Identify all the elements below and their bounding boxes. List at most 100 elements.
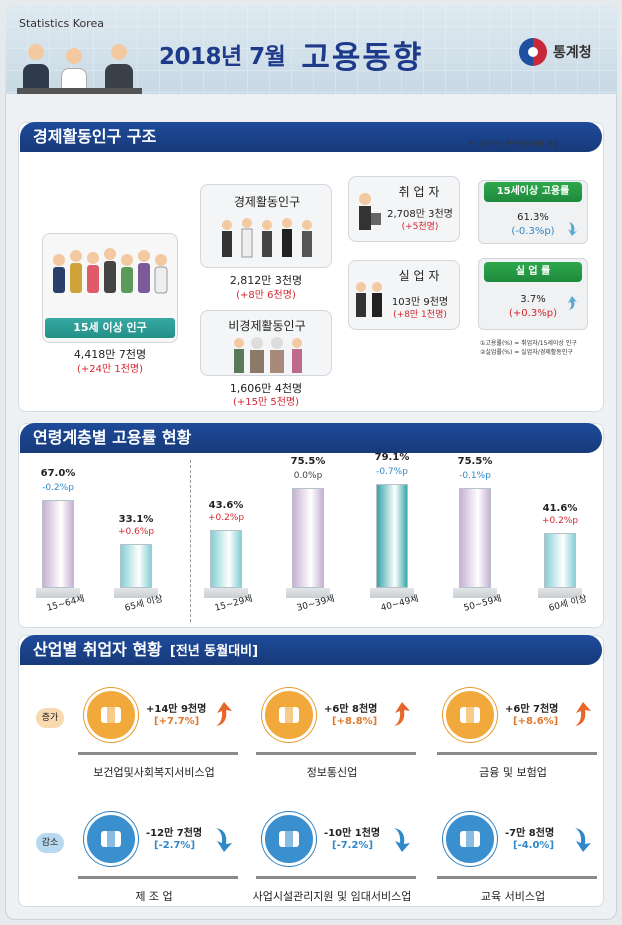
bar-base-7 — [538, 588, 582, 598]
brand-label: Statistics Korea — [19, 17, 104, 30]
legend-employment-rate: ①고용률(%) = 취업자/15세이상 인구 — [480, 340, 577, 347]
employed-label: 취 업 자 — [398, 185, 440, 199]
bar-7 — [544, 533, 576, 588]
header-banner: Statistics Korea 2018년 7월 고용동향 통계청 — [5, 4, 617, 94]
bar-4 — [292, 488, 324, 588]
unemployment-rate-change: (+0.3%p) — [509, 308, 557, 319]
industry-underline — [78, 752, 238, 755]
office-worker-icon — [359, 193, 381, 230]
inactive-box: 비경제활동인구 — [200, 310, 332, 376]
industry-change-value: -7만 8천명 — [505, 828, 555, 839]
industry-name: 제 조 업 — [135, 890, 173, 903]
healthcare-icon — [84, 688, 138, 742]
bar-change-label-6: -0.1%p — [459, 471, 491, 482]
employment-rate-label: 15세이상 고용률 — [484, 182, 582, 202]
industry-name: 사업시설관리지원 및 임대서비스업 — [252, 890, 412, 903]
mouse-icon — [262, 688, 316, 742]
legend-unemployment-rate: ②실업률(%) = 실업자/경제활동인구 — [480, 349, 573, 356]
industry-change-value: -10만 1천명 — [324, 828, 381, 839]
active-box: 경제활동인구 — [200, 184, 332, 268]
bar-base-4 — [286, 588, 330, 598]
bar-value-label-1: 67.0% — [40, 467, 76, 479]
industry-name: 보건업및사회복지서비스업 — [93, 766, 215, 779]
unemployment-rate-label: 실 업 률 — [484, 262, 582, 282]
pop15-box: 15세 이상 인구 — [42, 233, 178, 343]
inactive-label: 비경제활동인구 — [228, 319, 306, 333]
industry-change-value: +14만 9천명 — [146, 704, 207, 715]
section-title-structure: 경제활동인구 구조 — [20, 122, 602, 152]
tools-people-icon — [262, 812, 316, 866]
trend-up-arrow-icon — [392, 702, 414, 732]
industry-change-percent: [+8.6%] — [513, 716, 559, 727]
inactive-value: 1,606만 4천명 — [229, 382, 303, 395]
age-group-divider — [190, 460, 191, 622]
bar-base-1 — [36, 588, 80, 598]
bar-change-label-1: -0.2%p — [42, 482, 74, 493]
up-arrow-icon — [568, 296, 577, 310]
trend-up-arrow-icon — [214, 702, 236, 732]
employed-value: 2,708만 3천명 — [387, 209, 453, 220]
active-change: (+8만 6천명) — [236, 290, 296, 301]
employed-change: (+5천명) — [401, 222, 439, 232]
industry-change-percent: [-2.7%] — [154, 840, 196, 851]
increase-tag: 증가 — [36, 708, 64, 728]
elderly-illustration — [234, 337, 302, 373]
title-main: 고용동향 — [301, 39, 424, 76]
industry-underline — [256, 752, 416, 755]
jobseekers-icon — [356, 282, 382, 317]
crowd-illustration — [53, 248, 168, 294]
decrease-tag: 감소 — [36, 833, 64, 853]
bar-2 — [120, 544, 152, 588]
trend-down-arrow-icon — [392, 826, 414, 856]
bar-change-label-3: +0.2%p — [207, 513, 245, 524]
unemployed-label: 실 업 자 — [398, 269, 440, 283]
employment-rate-value: 61.3% — [517, 212, 549, 223]
industry-change-percent: [+8.8%] — [332, 716, 378, 727]
bar-value-label-5: 79.1% — [374, 451, 410, 463]
bar-5 — [376, 483, 408, 588]
bar-change-label-5: -0.7%p — [376, 466, 408, 477]
structure-note: ※ ( )수치는 전년동월대비 증감 — [468, 140, 560, 148]
trend-down-arrow-icon — [214, 826, 236, 856]
page-title: 2018년 7월 고용동향 — [159, 36, 423, 76]
title-month: 2018년 7월 — [159, 44, 286, 70]
bar-6 — [459, 488, 491, 588]
section-title-age: 연령계층별 고용률 현황 — [20, 423, 602, 453]
pop15-label: 15세 이상 인구 — [45, 318, 175, 338]
bar-change-label-2: +0.6%p — [117, 527, 155, 538]
unemployed-change: (+8만 1천명) — [393, 310, 447, 320]
industry-change-value: -12만 7천명 — [146, 828, 203, 839]
clipboard-icon — [443, 812, 497, 866]
bar-value-label-2: 33.1% — [118, 514, 154, 526]
inactive-change: (+15만 5천명) — [232, 397, 300, 408]
trend-up-arrow-icon — [573, 702, 595, 732]
bar-1 — [42, 499, 74, 588]
bar-change-label-7: +0.2%p — [541, 516, 579, 527]
bar-value-label-4: 75.5% — [290, 456, 326, 468]
industry-name: 금융 및 보험업 — [479, 766, 547, 779]
unemployment-rate-value: 3.7% — [520, 294, 546, 305]
unemployed-box: 실 업 자 103만 9천명 (+8만 1천명) — [348, 260, 460, 330]
bar-value-label-7: 41.6% — [542, 503, 578, 515]
industry-name: 정보통신업 — [306, 766, 358, 779]
bar-base-5 — [370, 588, 414, 598]
bar-base-2 — [114, 588, 158, 598]
bar-3 — [210, 530, 242, 588]
industry-change-value: +6만 7천명 — [505, 704, 559, 715]
taegeuk-logo-icon — [519, 38, 547, 66]
office-people-illustration — [17, 42, 142, 94]
money-icon — [443, 688, 497, 742]
statistics-korea-logo: 통계청 — [519, 38, 592, 66]
bar-base-6 — [453, 588, 497, 598]
trend-down-arrow-icon — [573, 826, 595, 856]
active-label: 경제활동인구 — [233, 195, 301, 209]
employment-rate-change: (-0.3%p) — [511, 226, 555, 237]
bar-value-label-6: 75.5% — [457, 456, 493, 468]
industry-change-percent: [-4.0%] — [513, 840, 555, 851]
industry-name: 교육 서비스업 — [480, 890, 546, 903]
bar-base-3 — [204, 588, 248, 598]
industry-underline — [437, 752, 597, 755]
industry-change-value: +6만 8천명 — [324, 704, 378, 715]
section-title-industry: 산업별 취업자 현황 [전년 동월대비] — [20, 635, 602, 665]
bar-value-label-3: 43.6% — [208, 500, 244, 512]
